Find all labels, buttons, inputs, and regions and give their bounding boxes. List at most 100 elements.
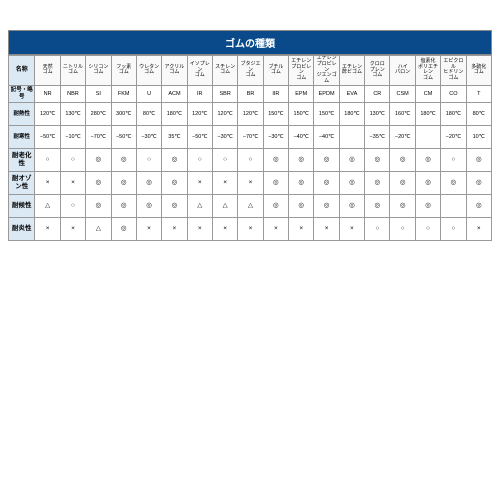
cell: −40℃ — [314, 125, 339, 148]
column-header: クロロプレンゴム — [365, 56, 390, 86]
cell: 130℃ — [60, 102, 85, 125]
column-header: ウレタンゴム — [136, 56, 161, 86]
cell: ○ — [60, 194, 85, 217]
cell: ◎ — [289, 194, 314, 217]
cell: × — [35, 171, 60, 194]
cell: ◎ — [136, 194, 161, 217]
cell: SBR — [212, 85, 237, 102]
cell: −70℃ — [238, 125, 263, 148]
cell: ○ — [238, 148, 263, 171]
cell: −30℃ — [212, 125, 237, 148]
cell: −70℃ — [86, 125, 111, 148]
column-header: シリコンゴム — [86, 56, 111, 86]
cell: ◎ — [339, 171, 364, 194]
cell: 180℃ — [415, 102, 440, 125]
cell: ◎ — [314, 148, 339, 171]
cell: ◎ — [415, 148, 440, 171]
cell: CR — [365, 85, 390, 102]
cell: ◎ — [365, 194, 390, 217]
cell: ◎ — [365, 171, 390, 194]
cell: 80℃ — [136, 102, 161, 125]
cell: NR — [35, 85, 60, 102]
cell: U — [136, 85, 161, 102]
cell: ◎ — [86, 171, 111, 194]
cell: EVA — [339, 85, 364, 102]
cell: −35℃ — [365, 125, 390, 148]
cell: ○ — [365, 217, 390, 240]
cell: ◎ — [466, 148, 491, 171]
cell: × — [339, 217, 364, 240]
cell: ◎ — [390, 194, 415, 217]
cell: 160℃ — [390, 102, 415, 125]
cell: −20℃ — [441, 125, 466, 148]
cell: NBR — [60, 85, 85, 102]
column-header: 多硫化ゴム — [466, 56, 491, 86]
cell: ◎ — [390, 171, 415, 194]
cell: ◎ — [162, 194, 187, 217]
cell: ○ — [441, 148, 466, 171]
cell: CO — [441, 85, 466, 102]
cell: ◎ — [263, 148, 288, 171]
cell: ◎ — [314, 171, 339, 194]
cell: −50℃ — [187, 125, 212, 148]
cell: EPM — [289, 85, 314, 102]
cell: CSM — [390, 85, 415, 102]
cell: 10℃ — [466, 125, 491, 148]
cell: 120℃ — [187, 102, 212, 125]
cell: 180℃ — [162, 102, 187, 125]
column-header: エチレンプロピレンジエンゴム — [314, 56, 339, 86]
cell: 35℃ — [162, 125, 187, 148]
cell: × — [136, 217, 161, 240]
column-header: ハイパロン — [390, 56, 415, 86]
cell: 180℃ — [339, 102, 364, 125]
cell: ○ — [35, 148, 60, 171]
row-header: 耐老化性 — [9, 148, 35, 171]
cell: × — [238, 217, 263, 240]
cell: −20℃ — [390, 125, 415, 148]
cell: ◎ — [86, 148, 111, 171]
cell: 120℃ — [238, 102, 263, 125]
column-header: エチレン酢ビゴム — [339, 56, 364, 86]
cell: ○ — [212, 148, 237, 171]
cell: ◎ — [86, 194, 111, 217]
column-header: アクリルゴム — [162, 56, 187, 86]
cell: ◎ — [339, 148, 364, 171]
column-header: スチレンゴム — [212, 56, 237, 86]
cell: ◎ — [365, 148, 390, 171]
column-header: エチレンプロピレンゴム — [289, 56, 314, 86]
cell — [339, 125, 364, 148]
column-header: 天然ゴム — [35, 56, 60, 86]
cell: 130℃ — [365, 102, 390, 125]
cell — [441, 194, 466, 217]
cell: × — [289, 217, 314, 240]
cell: IR — [187, 85, 212, 102]
cell: ◎ — [289, 171, 314, 194]
cell: 80℃ — [466, 102, 491, 125]
cell: × — [187, 217, 212, 240]
cell: BR — [238, 85, 263, 102]
cell: △ — [86, 217, 111, 240]
row-header: 耐炎性 — [9, 217, 35, 240]
cell: × — [263, 217, 288, 240]
cell: −50℃ — [35, 125, 60, 148]
column-header: フッ素ゴム — [111, 56, 136, 86]
cell: −30℃ — [136, 125, 161, 148]
cell: × — [187, 171, 212, 194]
cell: IIR — [263, 85, 288, 102]
cell: ◎ — [466, 171, 491, 194]
cell: ○ — [136, 148, 161, 171]
cell: × — [35, 217, 60, 240]
cell: ◎ — [162, 148, 187, 171]
cell: △ — [238, 194, 263, 217]
row-header: 記号・略号 — [9, 85, 35, 102]
cell: 280℃ — [86, 102, 111, 125]
rubber-table: 名称天然ゴムニトリルゴムシリコンゴムフッ素ゴムウレタンゴムアクリルゴムイソプレン… — [8, 55, 492, 241]
row-header: 名称 — [9, 56, 35, 86]
column-header: ニトリルゴム — [60, 56, 85, 86]
cell: ◎ — [390, 148, 415, 171]
cell: ◎ — [263, 194, 288, 217]
row-header: 耐熱性 — [9, 102, 35, 125]
cell: △ — [187, 194, 212, 217]
cell: 120℃ — [35, 102, 60, 125]
cell: × — [162, 217, 187, 240]
